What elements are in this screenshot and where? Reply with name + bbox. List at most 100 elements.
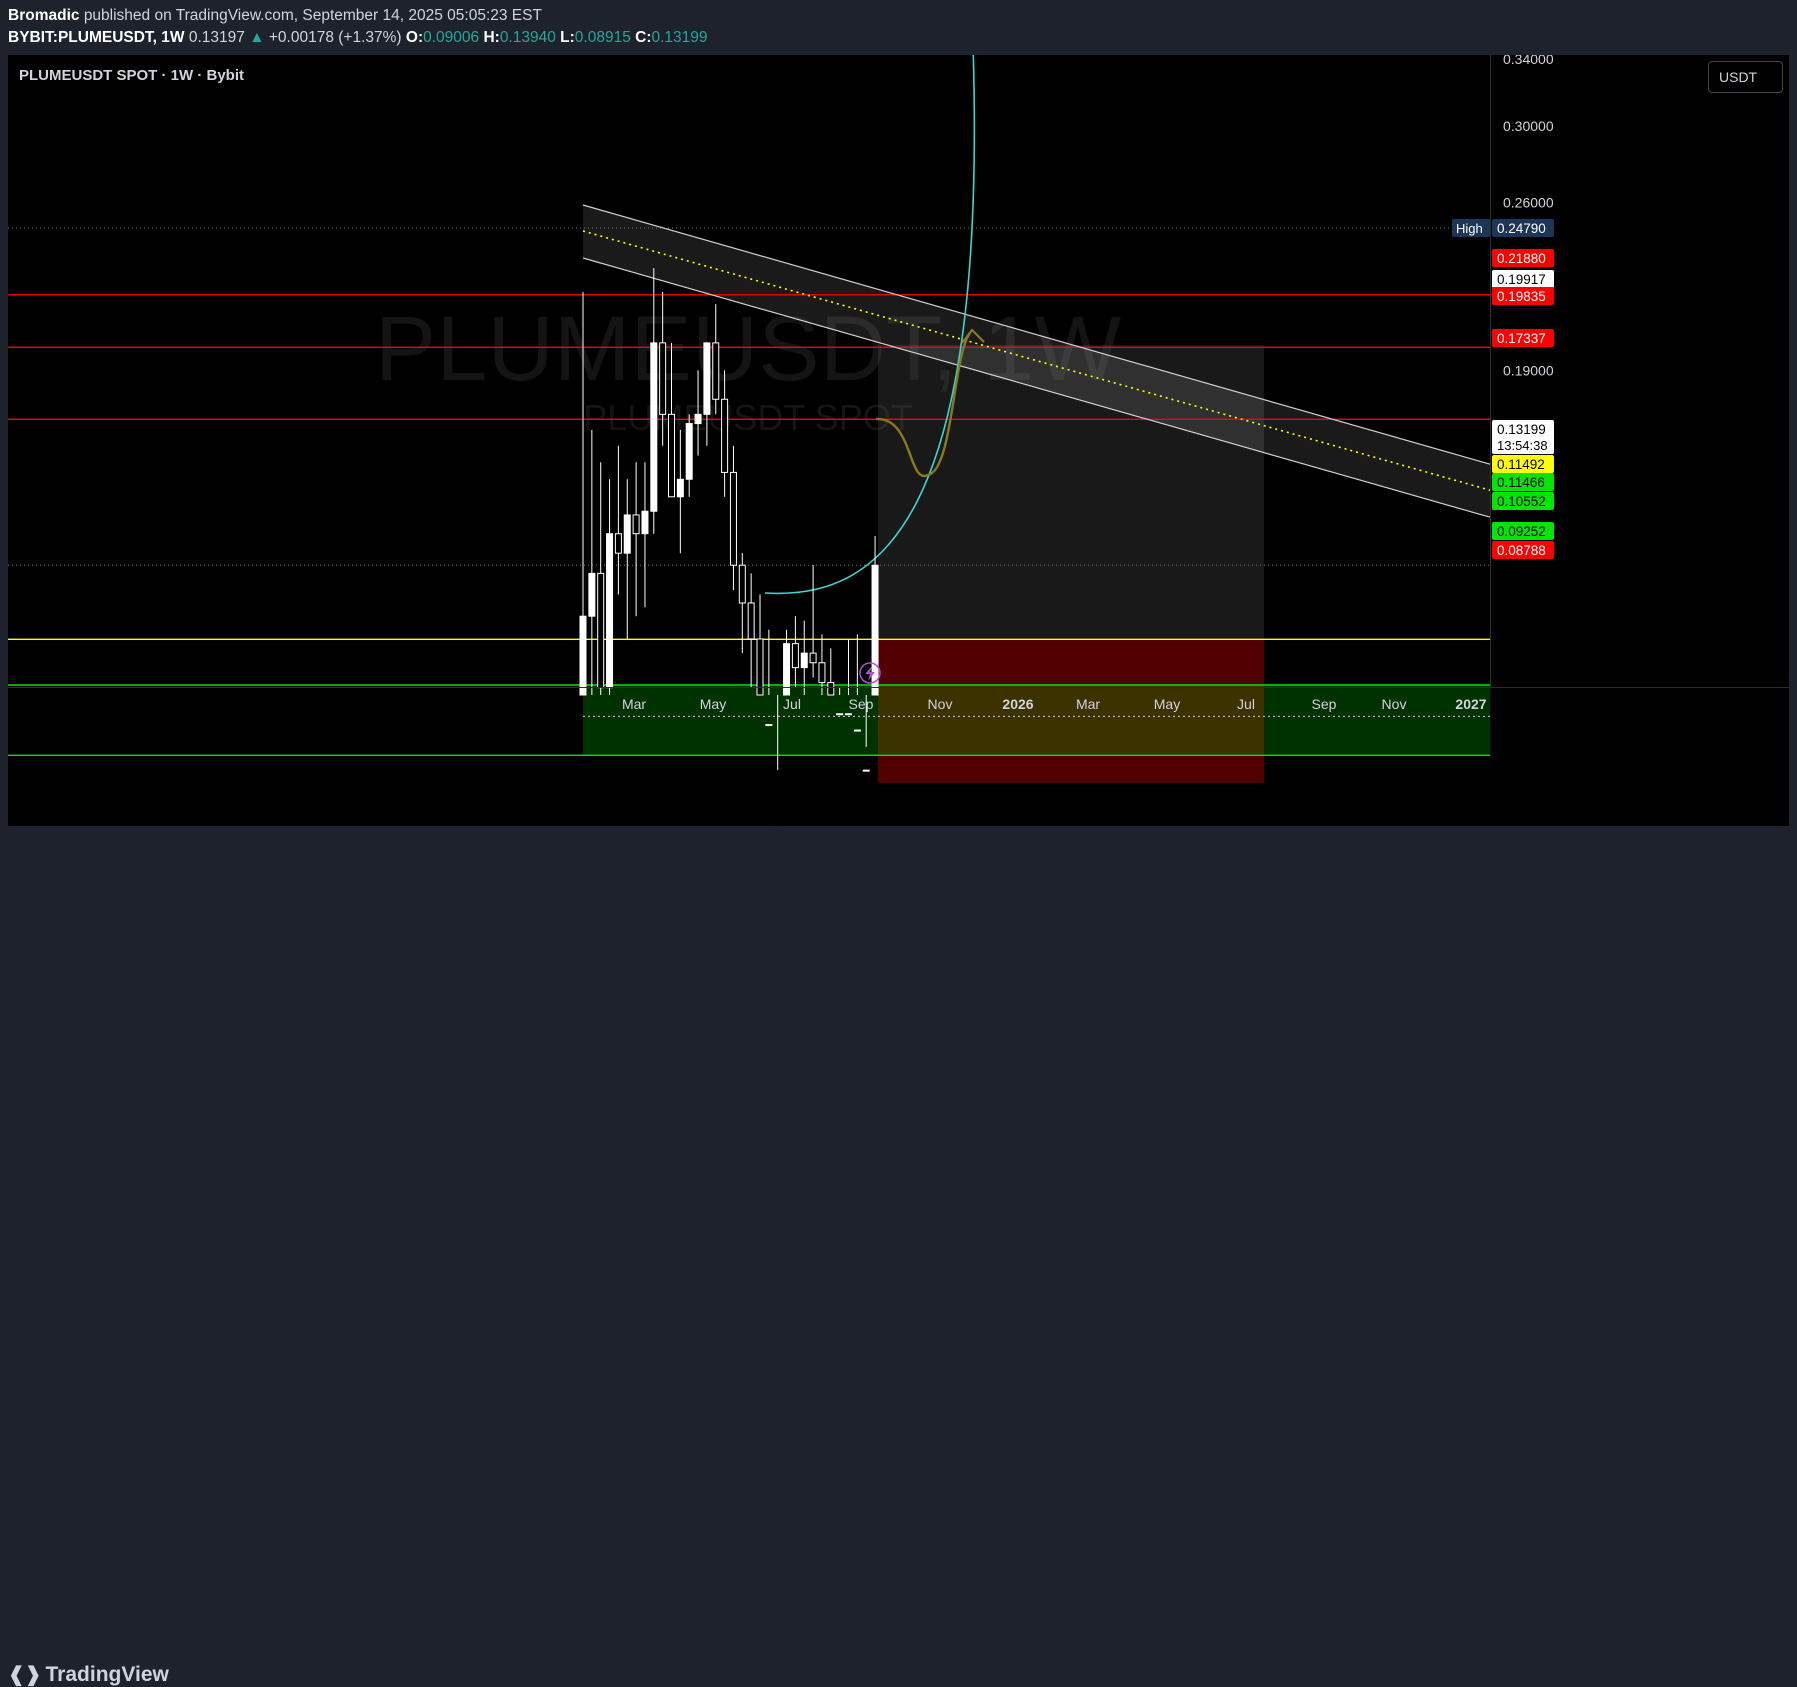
price-label-value-1: 0.21880	[1497, 251, 1546, 266]
price-label-bg-10	[1492, 541, 1554, 559]
price-label-1: 0.21880	[1492, 249, 1554, 267]
candle-5	[623, 479, 631, 639]
chart-area[interactable]: PLUMEUSDT, 1W PLUMEUSDT SPOT 0.380000.34…	[8, 55, 1789, 826]
x-tick-7: May	[1154, 696, 1180, 712]
candle-body-15	[712, 342, 720, 400]
currency-button[interactable]: USDT	[1708, 61, 1783, 93]
candle-15	[712, 304, 720, 415]
price-label-6: 0.11492	[1492, 455, 1554, 473]
price-label-bg-0	[1492, 219, 1554, 237]
close-label: C:	[635, 29, 652, 46]
candle-body-25	[800, 652, 808, 669]
price-label-9: 0.09252	[1492, 522, 1554, 540]
published-text: published on TradingView.com, September …	[83, 7, 542, 24]
candle-21	[765, 629, 773, 727]
candle-body-24	[791, 643, 799, 669]
candle-body-8	[650, 342, 658, 512]
candle-0	[579, 291, 587, 696]
price-label-value-6: 0.11492	[1497, 457, 1545, 472]
candle-30	[845, 638, 852, 716]
author-name[interactable]: Bromadic	[8, 7, 80, 24]
candle-body-1	[588, 572, 596, 617]
candle-body-30	[845, 713, 852, 716]
candle-12	[685, 414, 693, 497]
price-label-bg-3	[1492, 287, 1554, 305]
price-label-bg-6	[1492, 455, 1554, 473]
stop-zone	[878, 639, 1264, 783]
close-value: 0.13199	[651, 29, 708, 46]
price-chart[interactable]: PLUMEUSDT, 1W PLUMEUSDT SPOT 0.380000.34…	[8, 55, 1789, 826]
price-label-2: 0.19917	[1492, 270, 1554, 288]
projection-arrow	[961, 328, 985, 344]
price-label-value-0: 0.24790	[1497, 221, 1546, 236]
x-tick-5: 2026	[1002, 696, 1033, 712]
low-label: L:	[560, 29, 575, 46]
x-tick-6: Mar	[1076, 696, 1100, 712]
price-label-3: 0.19835	[1492, 287, 1554, 305]
candle-body-27	[818, 662, 826, 684]
candle-20	[756, 594, 764, 696]
candle-31	[853, 634, 861, 732]
candle-body-0	[579, 615, 587, 696]
candle-33	[871, 536, 879, 696]
high-tag-label: High	[1456, 221, 1483, 236]
ohlc-line: BYBIT:PLUMEUSDT, 1W 0.13197 ▲ +0.00178 (…	[8, 29, 708, 47]
price-label-value-7: 0.11466	[1497, 475, 1545, 490]
candle-body-10	[668, 413, 675, 498]
channel-mid-line	[582, 230, 1491, 491]
high-value: 0.13940	[499, 29, 556, 46]
candle-body-16	[721, 398, 729, 473]
candle-28	[827, 648, 835, 696]
price-label-value-4: 0.17337	[1497, 331, 1546, 346]
candle-11	[676, 429, 684, 554]
candle-19	[747, 573, 755, 688]
y-tick-3: 0.26000	[1503, 195, 1554, 211]
candle-1	[588, 429, 596, 695]
up-arrow-icon: ▲	[249, 29, 265, 46]
candle-body-17	[729, 471, 737, 566]
candle-16	[721, 370, 729, 497]
candle-6	[632, 462, 640, 617]
x-tick-10: Nov	[1382, 696, 1407, 712]
candle-body-12	[685, 423, 693, 480]
candle-14	[703, 342, 711, 446]
candle-26	[809, 565, 817, 678]
candle-17	[729, 445, 737, 591]
x-tick-11: 2027	[1455, 696, 1486, 712]
price-label-value-8: 0.10552	[1497, 494, 1546, 509]
candle-23	[783, 629, 791, 696]
lightning-icon[interactable]	[859, 662, 881, 684]
candle-18	[738, 553, 746, 654]
candle-24	[791, 616, 799, 688]
candle-body-2	[597, 572, 605, 689]
candle-body-6	[632, 514, 640, 535]
logo-text: TradingView	[45, 1663, 169, 1686]
countdown-label: 13:54:38	[1497, 438, 1548, 453]
price-label-value-9: 0.09252	[1497, 524, 1546, 539]
channel-fill	[583, 205, 1490, 518]
x-tick-9: Sep	[1312, 696, 1337, 712]
price-label-8: 0.10552	[1492, 492, 1554, 510]
price-label-value-2: 0.19917	[1497, 272, 1546, 287]
price-label-value-3: 0.19835	[1497, 289, 1546, 304]
candle-32	[862, 695, 870, 772]
channel-top-line	[582, 204, 1491, 465]
candle-body-9	[659, 342, 667, 415]
price-label-value-10: 0.08788	[1497, 543, 1546, 558]
candle-4	[614, 445, 622, 595]
demand-zone	[583, 685, 1490, 756]
candle-body-26	[809, 652, 817, 664]
candle-body-14	[703, 342, 711, 415]
price-label-10: 0.08788	[1492, 541, 1554, 559]
candle-body-3	[606, 533, 614, 689]
ticker: BYBIT:PLUMEUSDT, 1W	[8, 29, 185, 46]
tradingview-logo[interactable]: ❰❱ TradingView	[8, 1662, 169, 1687]
candle-body-23	[783, 643, 791, 696]
x-tick-0: Mar	[622, 696, 646, 712]
candle-13	[694, 370, 702, 456]
price-label-bg-9	[1492, 522, 1554, 540]
candle-body-4	[614, 533, 622, 554]
price-label-bg-5	[1492, 420, 1554, 454]
candle-body-13	[694, 413, 702, 425]
